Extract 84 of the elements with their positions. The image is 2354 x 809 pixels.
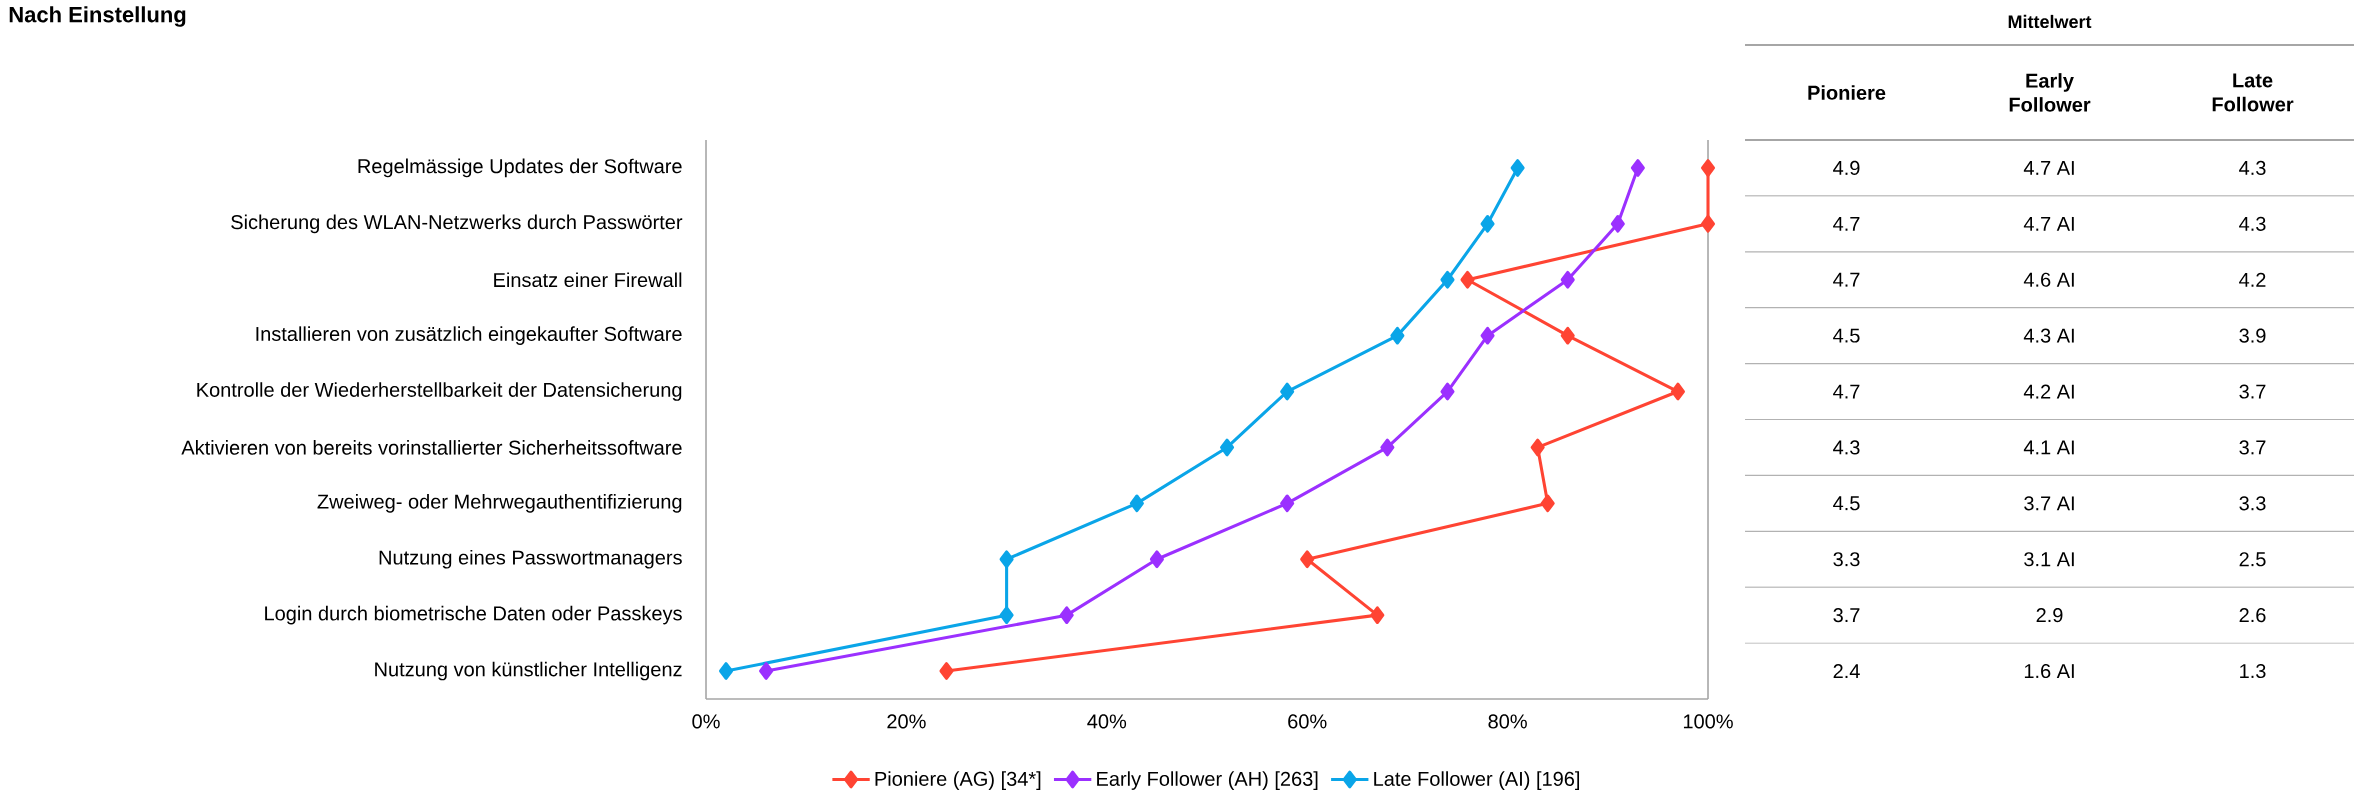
- point: [1480, 326, 1495, 345]
- text: 2.9: [2036, 608, 2063, 623]
- point: [1059, 606, 1074, 625]
- category-label: Pioniere: [1808, 85, 1886, 100]
- point: [1700, 159, 1716, 177]
- y-tick-label: Zweiweg- oder Mehrwegauthentifizierung: [317, 494, 682, 513]
- text: 4.3 AI: [2023, 328, 2074, 343]
- y-tick-label: Einsatz einer Firewall: [494, 272, 682, 288]
- text: 3.7: [2239, 384, 2266, 399]
- text: 4.1 AI: [2023, 440, 2074, 455]
- text: 4.7: [1833, 272, 1860, 287]
- text: 3.3: [1833, 552, 1860, 567]
- text: 3.7: [1833, 608, 1860, 623]
- point: [1300, 550, 1315, 569]
- point: [1670, 382, 1685, 401]
- point: [1440, 270, 1455, 289]
- point: [1540, 494, 1555, 513]
- text: 4.5: [1833, 328, 1860, 343]
- text: 4.7 AI: [2023, 216, 2074, 231]
- y-tick-label: Aktivieren von bereits vorinstallierter Sicherheitssoftware: [181, 440, 682, 455]
- x-tick-label: 20%: [887, 714, 926, 729]
- text: 4.6 AI: [2023, 272, 2074, 287]
- point: [1370, 606, 1385, 625]
- x-tick-label: 60%: [1288, 714, 1327, 729]
- point: [1480, 214, 1495, 233]
- y-tick-label: Nutzung eines Passwortmanagers: [379, 549, 682, 569]
- text: Mittelwert: [2008, 14, 2092, 29]
- point: [939, 662, 954, 680]
- point: [1530, 438, 1545, 457]
- y-tick-label: Nutzung von künstlicher Intelligenz: [375, 661, 682, 681]
- text: Nach Einstellung: [9, 6, 186, 27]
- x-tick-label: 0%: [692, 714, 720, 729]
- point: [1560, 270, 1575, 289]
- point: [1560, 326, 1575, 345]
- point: [999, 606, 1014, 625]
- text: 4.7: [1833, 216, 1860, 231]
- text: 2.5: [2239, 552, 2266, 567]
- point: [1220, 438, 1235, 457]
- point: [1390, 326, 1405, 345]
- x-tick-label: 80%: [1488, 714, 1527, 729]
- point: [759, 662, 774, 680]
- text: 3.1 AI: [2024, 552, 2074, 567]
- text: 1.3: [2240, 663, 2266, 679]
- legend-label: Pioniere (AG) [34*]: [875, 771, 1041, 790]
- point: [1149, 550, 1164, 569]
- y-tick-label: Sicherung des WLAN-Netzwerks durch Passwörter: [231, 214, 683, 234]
- point: [1460, 270, 1475, 289]
- point: [719, 662, 734, 680]
- point: [999, 550, 1014, 569]
- text: 3.7 AI: [2024, 496, 2074, 511]
- text: 3.9: [2239, 328, 2266, 343]
- text: 2.4: [1833, 664, 1860, 679]
- text: 4.9: [1833, 160, 1860, 176]
- y-tick-label: Regelmässige Updates der Software: [358, 158, 682, 178]
- text: 2.6: [2239, 608, 2266, 623]
- y-tick-label: Login durch biometrische Daten oder Passkeys: [265, 605, 682, 625]
- text: 4.5: [1833, 496, 1860, 511]
- point: [1510, 159, 1525, 177]
- x-tick-label: 100%: [1683, 714, 1733, 729]
- point: [1700, 214, 1716, 233]
- text: 4.7 AI: [2023, 161, 2074, 175]
- category-label: Early Follower: [2009, 73, 2091, 112]
- point: [1380, 438, 1395, 457]
- y-tick-label: Installieren von zusätzlich eingekaufter Software: [256, 326, 682, 345]
- point: [1440, 382, 1455, 401]
- text: 3.7: [2239, 440, 2266, 455]
- legend-label: Late Follower (AI) [196]: [1374, 771, 1580, 790]
- text: 4.3: [2239, 160, 2266, 176]
- y-tick-label: Kontrolle der Wiederherstellbarkeit der Datensicherung: [197, 382, 682, 401]
- text: 3.3: [2239, 496, 2266, 511]
- text: 4.3: [1833, 440, 1860, 455]
- point: [1280, 494, 1295, 513]
- point: [1280, 382, 1295, 401]
- text: 4.3: [2239, 216, 2266, 231]
- point: [1610, 214, 1625, 233]
- legend-label: Early Follower (AH) [263]: [1097, 771, 1318, 790]
- text: 1.6 AI: [2024, 663, 2074, 679]
- category-label: Late Follower: [2212, 73, 2294, 112]
- point: [1630, 159, 1645, 177]
- x-tick-label: 40%: [1087, 714, 1127, 729]
- point: [1129, 494, 1144, 513]
- text: 4.7: [1833, 384, 1860, 399]
- text: 4.2 AI: [2023, 384, 2074, 399]
- text: 4.2: [2239, 272, 2266, 287]
